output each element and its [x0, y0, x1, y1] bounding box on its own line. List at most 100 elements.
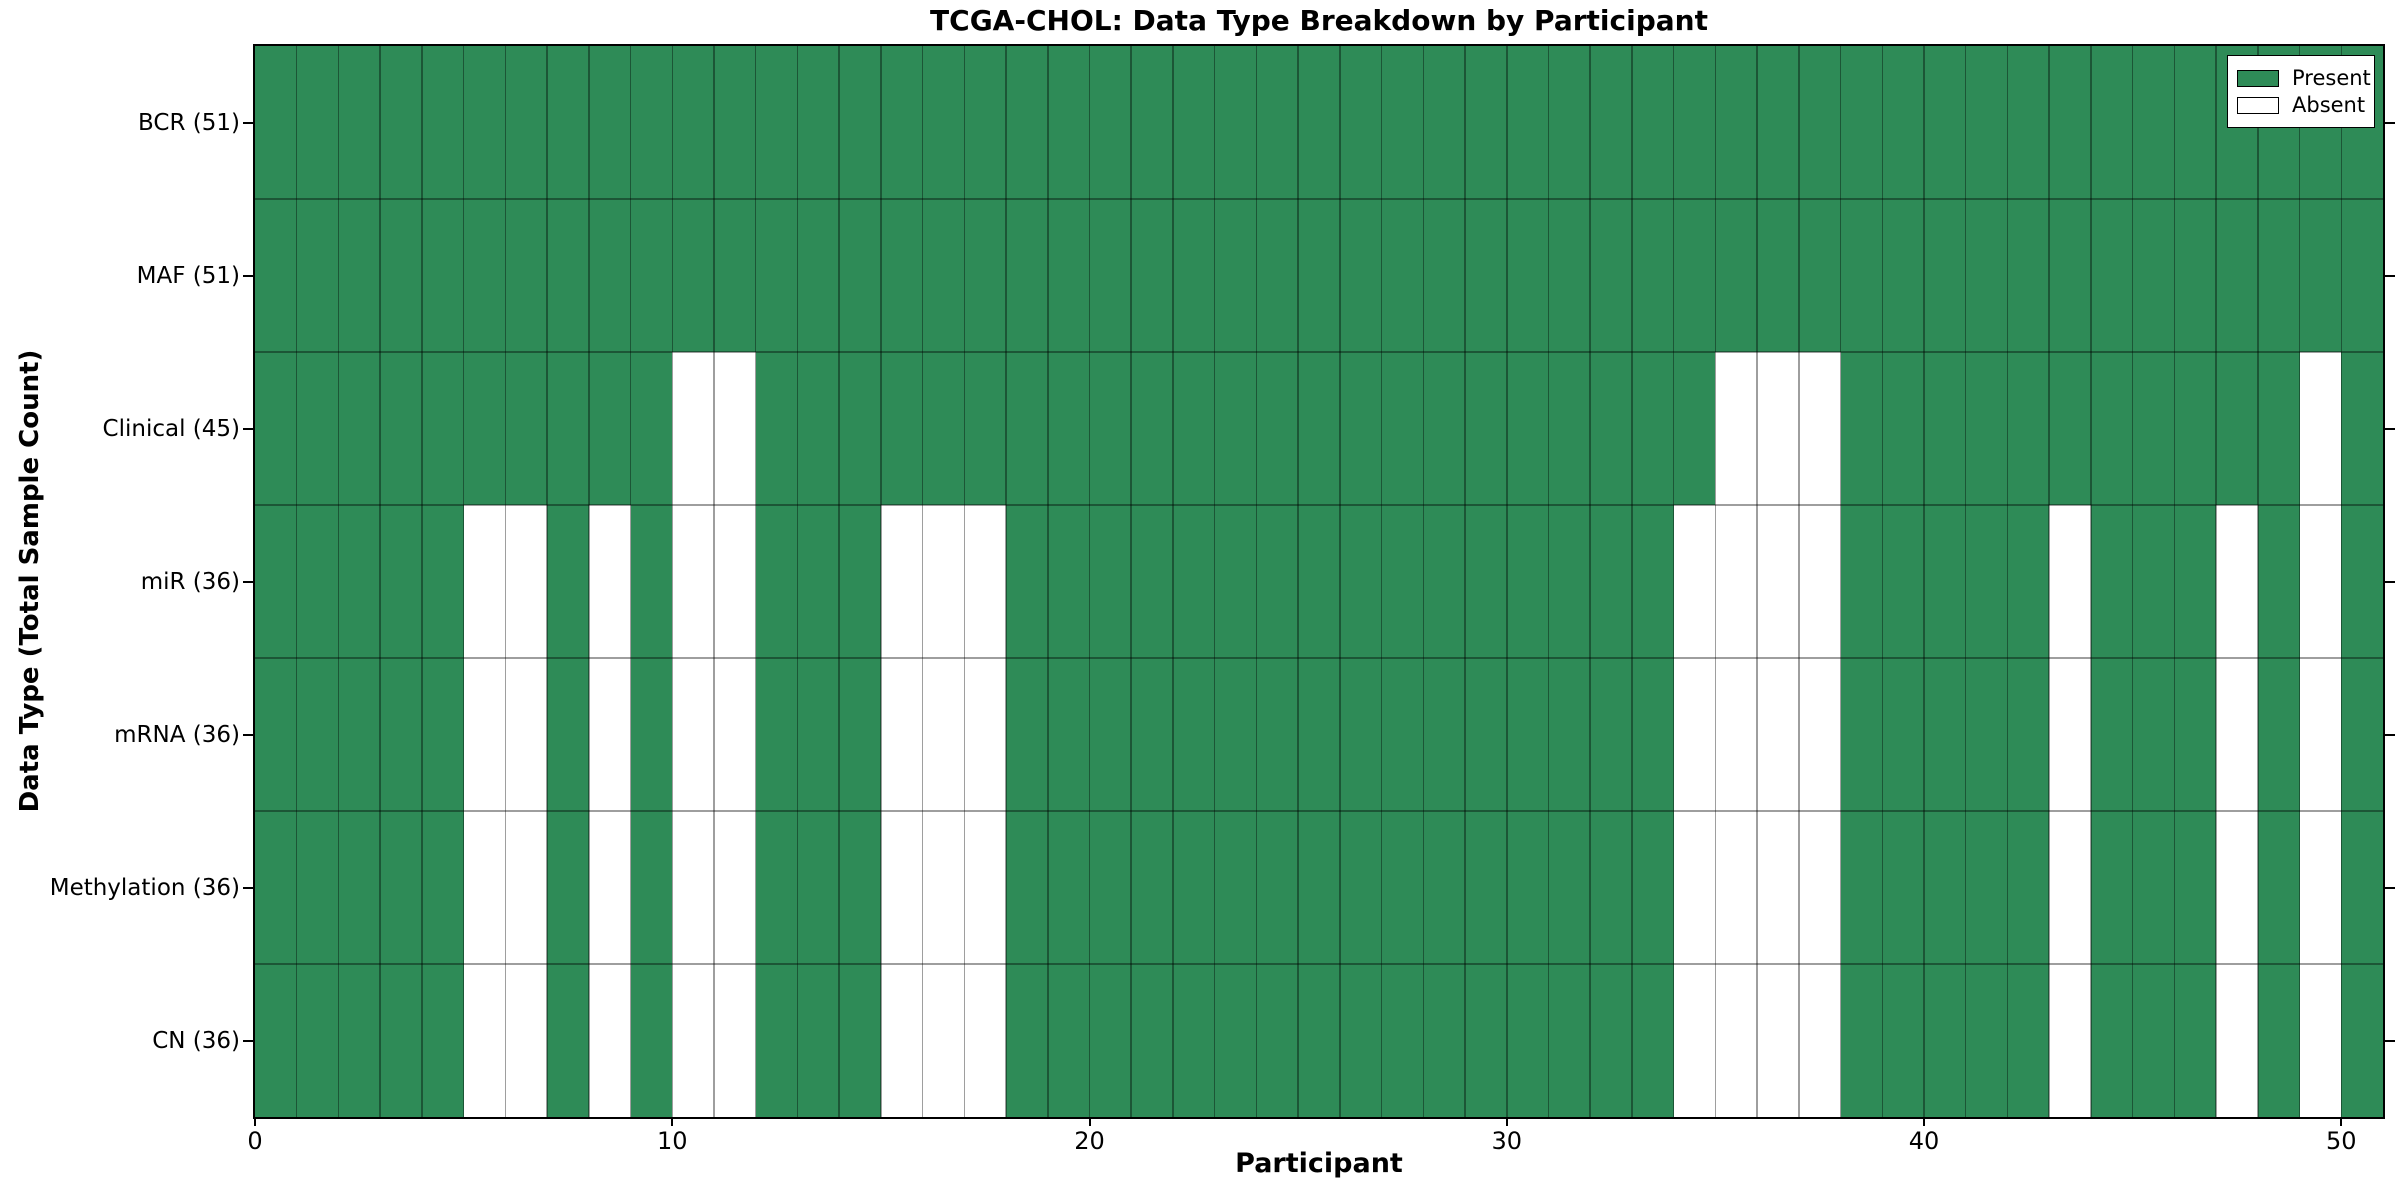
x-axis-label: Participant: [1235, 1148, 1403, 1179]
absent-cell: [2299, 964, 2342, 1117]
gridline-vertical: [1547, 46, 1550, 1117]
y-tick-right: [2384, 427, 2395, 430]
gridline-vertical: [1839, 46, 1842, 1117]
gridline-vertical: [462, 46, 465, 1117]
y-tick-right: [2384, 580, 2395, 583]
gridline-vertical: [2131, 46, 2134, 1117]
y-tick-left: [243, 427, 254, 430]
gridline-vertical: [2215, 46, 2217, 1117]
absent-cell: [922, 658, 965, 811]
row-clinical: [255, 352, 2383, 505]
absent-cell: [588, 658, 631, 811]
gridline-vertical: [2340, 46, 2343, 1117]
row-maf: [255, 199, 2383, 352]
absent-cell: [2049, 505, 2091, 658]
absent-cell: [1715, 505, 1758, 658]
row-methylation: [255, 811, 2383, 964]
row-mrna: [255, 658, 2383, 811]
gridline-vertical: [2090, 46, 2092, 1117]
absent-cell: [2216, 811, 2258, 964]
gridline-vertical: [1422, 46, 1425, 1117]
y-tick-label: MAF (51): [136, 262, 240, 289]
gridline-vertical: [963, 46, 966, 1117]
absent-cell: [1798, 352, 1841, 505]
absent-cell: [505, 964, 548, 1117]
x-tick: [2340, 1117, 2343, 1126]
gridline-vertical: [1923, 46, 1925, 1117]
absent-cell: [463, 658, 506, 811]
gridline-vertical: [1756, 46, 1758, 1117]
y-tick-right: [2384, 733, 2395, 736]
absent-cell: [880, 964, 923, 1117]
absent-cell: [1673, 658, 1716, 811]
absent-cell: [672, 811, 714, 964]
gridline-vertical: [1964, 46, 1967, 1117]
y-tick-left: [243, 121, 254, 124]
gridline-vertical: [2006, 46, 2009, 1117]
x-tick-label: 30: [1491, 1127, 1523, 1155]
absent-cell: [880, 505, 923, 658]
gridline-vertical: [546, 46, 548, 1117]
plot-area: [255, 46, 2383, 1117]
y-tick-right: [2384, 274, 2395, 277]
y-tick-label: mRNA (36): [114, 721, 240, 748]
absent-cell: [2049, 658, 2091, 811]
absent-cell: [1757, 964, 1799, 1117]
gridline-vertical: [1255, 46, 1258, 1117]
absent-cell: [713, 505, 756, 658]
gridline-vertical: [1213, 46, 1216, 1117]
y-tick-right: [2384, 1039, 2395, 1042]
gridline-vertical: [1380, 46, 1383, 1117]
absent-cell: [2299, 505, 2342, 658]
gridline-vertical: [1130, 46, 1132, 1117]
absent-cell: [2216, 658, 2258, 811]
gridline-vertical: [379, 46, 381, 1117]
gridline-vertical: [1506, 46, 1508, 1117]
y-tick-left: [243, 1039, 254, 1042]
absent-cell: [463, 964, 506, 1117]
absent-cell: [463, 811, 506, 964]
absent-cell: [672, 352, 714, 505]
gridline-vertical: [754, 46, 757, 1117]
legend: Present Absent: [2227, 55, 2375, 128]
absent-cell: [672, 505, 714, 658]
gridline-vertical: [880, 46, 882, 1117]
x-tick-label: 0: [247, 1127, 263, 1155]
absent-cell: [713, 352, 756, 505]
gridline-vertical: [2173, 46, 2176, 1117]
gridline-vertical: [1339, 46, 1341, 1117]
absent-cell: [880, 658, 923, 811]
absent-cell: [713, 964, 756, 1117]
absent-cell: [964, 505, 1007, 658]
x-tick-label: 40: [1908, 1127, 1940, 1155]
gridline-vertical: [1798, 46, 1800, 1117]
absent-cell: [588, 811, 631, 964]
y-tick-left: [243, 886, 254, 889]
absent-cell: [1798, 964, 1841, 1117]
absent-cell: [1715, 352, 1758, 505]
absent-cell: [1715, 964, 1758, 1117]
absent-cell: [1715, 811, 1758, 964]
absent-cell: [1757, 811, 1799, 964]
absent-cell: [1757, 352, 1799, 505]
y-tick-right: [2384, 886, 2395, 889]
absent-cell: [1757, 505, 1799, 658]
absent-cell: [922, 505, 965, 658]
y-tick-label: BCR (51): [138, 109, 240, 136]
x-tick-label: 50: [2325, 1127, 2357, 1155]
row-bcr: [255, 46, 2383, 199]
absent-cell: [2299, 811, 2342, 964]
x-tick-label: 10: [656, 1127, 688, 1155]
gridline-horizontal: [255, 963, 2383, 965]
legend-swatch-absent: [2237, 96, 2279, 114]
absent-cell: [1673, 505, 1716, 658]
absent-cell: [2299, 352, 2342, 505]
gridline-horizontal: [255, 351, 2383, 353]
absent-cell: [2049, 964, 2091, 1117]
gridline-vertical: [1714, 46, 1717, 1117]
gridline-vertical: [337, 46, 340, 1117]
gridline-vertical: [629, 46, 632, 1117]
gridline-vertical: [671, 46, 673, 1117]
legend-label-present: Present: [2292, 66, 2371, 90]
